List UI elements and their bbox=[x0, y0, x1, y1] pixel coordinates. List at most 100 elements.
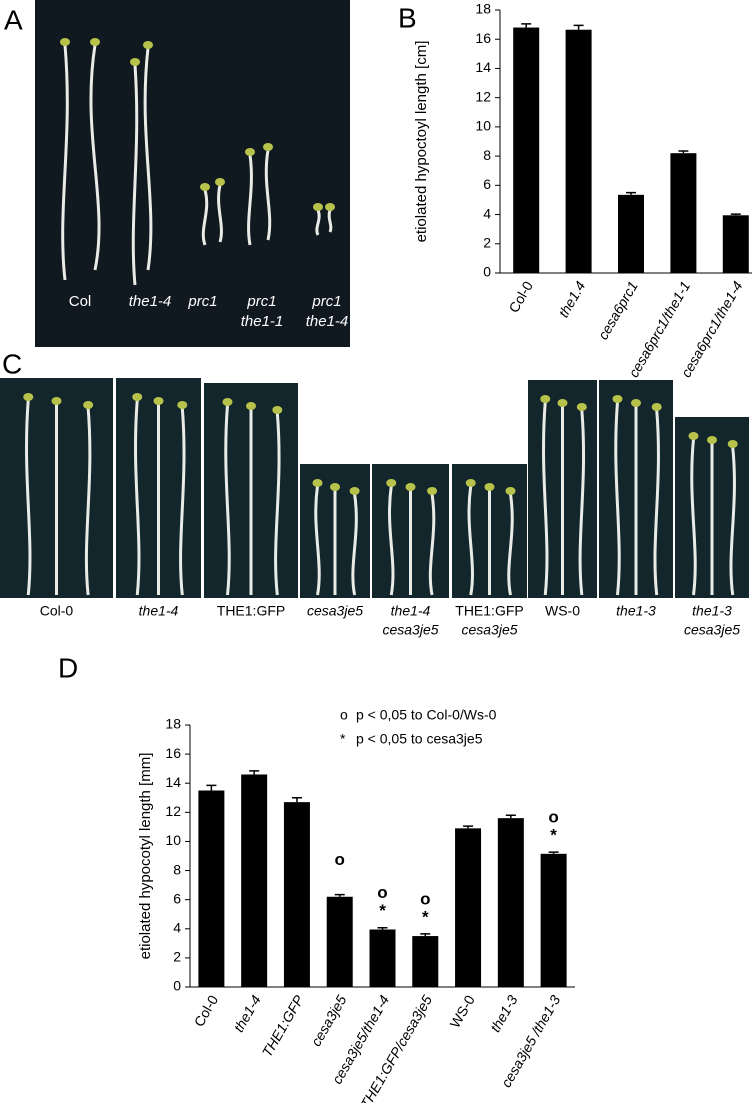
bar bbox=[565, 29, 592, 273]
seedling bbox=[542, 401, 549, 596]
seedling bbox=[467, 485, 474, 596]
seedling bbox=[61, 44, 69, 281]
legend-text: p < 0,05 to cesa3je5 bbox=[356, 731, 483, 747]
bar bbox=[412, 936, 439, 987]
error-bar bbox=[626, 191, 636, 195]
panel-label: B bbox=[398, 2, 417, 33]
panel-label: D bbox=[58, 652, 78, 683]
error-bar bbox=[463, 825, 474, 829]
photo-label: Col bbox=[69, 293, 92, 310]
y-tick-label: 8 bbox=[483, 147, 491, 163]
y-tick-label: 18 bbox=[165, 716, 181, 732]
photo-label: prc1 bbox=[187, 293, 217, 310]
cotyledon bbox=[83, 401, 94, 409]
significance-mark: o bbox=[335, 850, 345, 869]
x-tick-label: cesa3je5 bbox=[308, 992, 350, 1049]
significance-mark: * bbox=[550, 826, 557, 845]
error-bar bbox=[291, 797, 302, 803]
photo-label: prc1 bbox=[246, 293, 276, 310]
seedling bbox=[201, 189, 209, 246]
bar bbox=[618, 194, 644, 273]
cotyledon bbox=[200, 183, 210, 191]
seedling bbox=[614, 401, 621, 596]
bar bbox=[241, 774, 268, 987]
bar bbox=[497, 818, 524, 987]
x-tick-label: the1-3 bbox=[487, 992, 521, 1035]
cotyledon bbox=[312, 479, 323, 487]
photo-a bbox=[35, 0, 350, 347]
cotyledon bbox=[727, 440, 738, 448]
seedling bbox=[274, 412, 281, 596]
photo-label: cesa3je5 bbox=[307, 603, 363, 619]
cotyledon bbox=[143, 41, 153, 49]
cotyledon bbox=[177, 401, 188, 409]
panel-label: A bbox=[4, 4, 23, 35]
y-tick-label: 14 bbox=[475, 59, 491, 75]
cotyledon bbox=[222, 398, 233, 406]
photo-label: THE1:GFP bbox=[217, 603, 285, 619]
seedling bbox=[729, 446, 736, 596]
bar bbox=[455, 828, 482, 987]
seedling bbox=[247, 154, 253, 246]
error-bar bbox=[505, 814, 516, 819]
seedling bbox=[217, 184, 223, 243]
bar bbox=[198, 790, 225, 987]
cotyledon bbox=[465, 479, 476, 487]
significance-mark: o bbox=[420, 889, 430, 908]
seedling bbox=[315, 209, 321, 236]
cotyledon bbox=[557, 399, 568, 407]
error-bar bbox=[678, 150, 689, 154]
seedling bbox=[578, 409, 586, 596]
photo-label: the1-3 bbox=[692, 603, 732, 619]
photo-label: the1-4 bbox=[129, 293, 172, 310]
significance-mark: o bbox=[548, 808, 558, 827]
cotyledon bbox=[245, 148, 255, 156]
bar bbox=[722, 215, 749, 273]
cotyledon bbox=[540, 395, 551, 403]
y-tick-label: 8 bbox=[173, 861, 181, 877]
x-tick-label: the1-4 bbox=[230, 992, 264, 1035]
photo-label: the1-4 bbox=[391, 603, 431, 619]
bar bbox=[513, 27, 540, 274]
error-bar bbox=[730, 213, 741, 216]
cotyledon bbox=[272, 406, 283, 414]
cotyledon bbox=[349, 487, 360, 495]
error-bar bbox=[249, 770, 260, 775]
cotyledon bbox=[23, 393, 34, 401]
cotyledon bbox=[215, 178, 225, 186]
cotyledon bbox=[246, 402, 256, 410]
seedling bbox=[264, 149, 272, 241]
error-bar bbox=[573, 24, 584, 30]
error-bar bbox=[521, 23, 532, 28]
y-tick-label: 16 bbox=[165, 745, 181, 761]
bar bbox=[670, 153, 697, 273]
y-tick-label: 14 bbox=[165, 774, 181, 790]
y-tick-label: 6 bbox=[483, 176, 491, 192]
seedling bbox=[143, 47, 153, 271]
y-axis-label: etiolated hypoctoyl length [cm] bbox=[413, 41, 430, 243]
x-tick-label: Col-0 bbox=[505, 278, 536, 315]
photo-label: WS-0 bbox=[545, 603, 580, 619]
photo-label: cesa3je5 bbox=[461, 622, 517, 638]
significance-mark: o bbox=[377, 883, 387, 902]
y-tick-label: 6 bbox=[173, 890, 181, 906]
panel-label: C bbox=[2, 348, 22, 379]
seedling bbox=[327, 209, 333, 233]
cotyledon bbox=[51, 397, 62, 405]
error-bar bbox=[420, 933, 431, 937]
y-axis-label: etiolated hypocotyl length [mm] bbox=[137, 753, 154, 960]
photo-label: prc1 bbox=[311, 293, 341, 310]
seedling bbox=[653, 409, 660, 596]
cotyledon bbox=[130, 58, 140, 66]
cotyledon bbox=[707, 436, 717, 444]
photo-label: Col-0 bbox=[40, 603, 74, 619]
x-tick-label: the1.4 bbox=[555, 278, 588, 320]
bar bbox=[369, 929, 396, 987]
cotyledon bbox=[484, 483, 495, 491]
bar bbox=[283, 802, 310, 987]
legend-symbol: * bbox=[340, 731, 346, 747]
seedling bbox=[179, 407, 186, 596]
cotyledon bbox=[427, 487, 438, 495]
seedling bbox=[224, 404, 231, 596]
cotyledon bbox=[386, 479, 397, 487]
